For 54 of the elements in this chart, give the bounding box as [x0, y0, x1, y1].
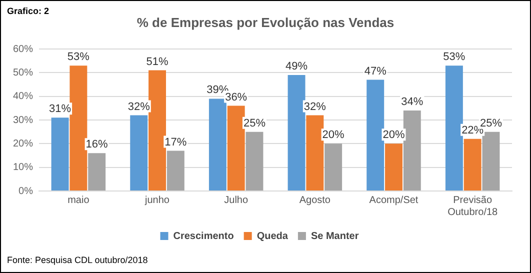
- y-tick-label: 0%: [18, 186, 34, 197]
- y-tick-label: 50%: [13, 67, 34, 78]
- data-label: 47%: [364, 65, 387, 78]
- data-label: 53%: [67, 51, 90, 64]
- bar: [306, 115, 324, 190]
- legend-label: Crescimento: [173, 230, 234, 242]
- data-label: 34%: [401, 96, 424, 108]
- bar: [445, 66, 463, 190]
- x-tick-label: Julho: [224, 194, 248, 206]
- bar: [482, 132, 500, 190]
- bar: [464, 138, 482, 190]
- bar: [208, 98, 226, 190]
- chart-title: % de Empresas por Evolução nas Vendas: [136, 15, 396, 30]
- data-label: 36%: [225, 91, 248, 104]
- data-label: 25%: [480, 117, 502, 130]
- bar: [288, 75, 306, 190]
- bar: [51, 118, 69, 190]
- text: Grafico: 2: [7, 6, 50, 16]
- data-label: 20%: [382, 129, 405, 142]
- data-label: 22%: [462, 124, 484, 136]
- bar: [166, 150, 184, 190]
- data-label: 25%: [243, 117, 266, 130]
- bar: [227, 106, 245, 190]
- data-label: 17%: [164, 136, 187, 148]
- bar: [70, 66, 88, 190]
- bar: [403, 110, 421, 190]
- y-tick-label: 20%: [13, 138, 34, 150]
- bar: [385, 144, 402, 190]
- x-tick-label: Agosto: [299, 194, 331, 206]
- bar: [366, 80, 384, 190]
- source-note: Fonte: Pesquisa CDL outubro/2018: [7, 255, 148, 265]
- bar: [324, 144, 342, 190]
- x-tick-label: Acomp/Set: [369, 194, 418, 206]
- data-label: 32%: [128, 100, 150, 113]
- x-tick-label: Previsão Outubro/18: [448, 194, 498, 218]
- data-label: 51%: [146, 56, 168, 68]
- bar: [148, 70, 166, 190]
- y-tick-label: 30%: [13, 114, 34, 126]
- data-label: 32%: [304, 100, 326, 113]
- y-tick-label: 40%: [13, 91, 34, 102]
- y-tick-label: 10%: [13, 162, 34, 174]
- x-tick-label: junho: [144, 194, 170, 206]
- legend-label: Queda: [256, 230, 288, 242]
- data-label: 31%: [49, 103, 72, 116]
- data-label: 16%: [86, 138, 108, 151]
- data-label: 20%: [322, 129, 345, 142]
- bar: [246, 132, 264, 190]
- data-label: 53%: [443, 51, 466, 64]
- x-tick-label: maio: [68, 194, 90, 206]
- bar: [88, 153, 106, 190]
- legend-label: Se Manter: [310, 230, 359, 242]
- y-tick-label: 60%: [13, 44, 34, 55]
- data-label: 49%: [286, 60, 308, 73]
- bar: [130, 115, 148, 190]
